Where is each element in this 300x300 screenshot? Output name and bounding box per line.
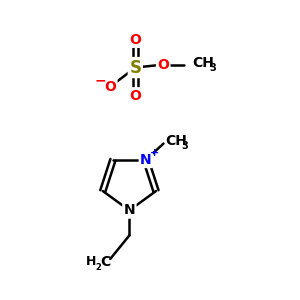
Text: CH: CH: [193, 56, 214, 70]
Text: N: N: [140, 153, 152, 167]
Text: C: C: [100, 255, 110, 269]
Text: O: O: [129, 88, 141, 103]
Text: S: S: [129, 58, 141, 76]
Text: 3: 3: [182, 141, 188, 151]
Text: O: O: [104, 80, 116, 94]
Text: O: O: [129, 33, 141, 46]
Text: +: +: [149, 148, 159, 158]
Text: CH: CH: [165, 134, 187, 148]
Text: H: H: [86, 255, 96, 268]
Text: −: −: [94, 73, 106, 87]
Text: 2: 2: [95, 263, 101, 272]
Text: 3: 3: [209, 63, 216, 73]
Text: N: N: [124, 203, 135, 218]
Text: O: O: [157, 58, 169, 72]
